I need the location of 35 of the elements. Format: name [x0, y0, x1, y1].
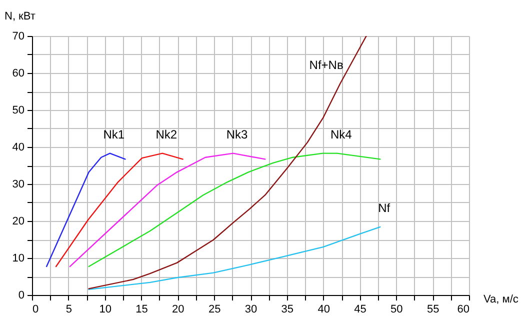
x-tick-label: 35: [281, 304, 294, 316]
x-tick-label: 15: [136, 304, 148, 316]
line-series: [88, 226, 381, 290]
y-tick-label: 30: [12, 178, 24, 190]
x-tick-label: 40: [318, 304, 330, 316]
series-label: Nk4: [330, 127, 352, 142]
x-tick-label: 0: [32, 304, 39, 316]
series-label: Nf: [378, 200, 391, 215]
y-tick-label: 50: [12, 104, 24, 116]
line-series: [46, 152, 126, 268]
y-tick-label: 20: [12, 216, 24, 228]
series-label: Nf+Nв: [309, 58, 344, 72]
x-tick-label: 25: [208, 304, 221, 316]
x-tick-label: 55: [426, 304, 440, 316]
series-label: Nk2: [156, 127, 178, 142]
x-axis-title: Va, м/с: [484, 294, 519, 306]
y-tick-label: 0: [18, 290, 24, 302]
series-label: Nk3: [226, 127, 248, 142]
line-series: [88, 152, 381, 268]
y-tick-label: 40: [12, 142, 24, 154]
x-tick-label: 5: [66, 304, 72, 316]
series-label: Nk1: [103, 127, 125, 142]
x-tick-label: 50: [390, 304, 403, 316]
x-tick-label: 20: [172, 304, 184, 316]
x-tick-label: 60: [457, 304, 470, 316]
y-axis-title: N, кВт: [4, 10, 36, 22]
y-tick-label: 60: [12, 68, 24, 80]
y-tick-label: 10: [12, 252, 24, 264]
x-tick-label: 10: [99, 304, 112, 316]
y-tick-label: 70: [12, 30, 24, 42]
x-tick-label: 30: [244, 304, 258, 316]
x-tick-label: 45: [354, 304, 366, 316]
line-series: [69, 152, 266, 268]
line-series: [55, 152, 184, 268]
line-series: [88, 36, 367, 290]
